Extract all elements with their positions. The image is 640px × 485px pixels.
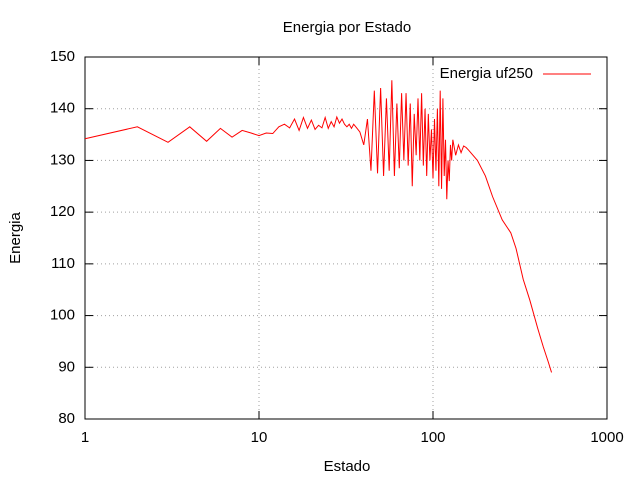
- y-tick-label: 140: [50, 100, 75, 117]
- x-tick-label: 100: [420, 429, 445, 446]
- chart-title: Energia por Estado: [283, 19, 411, 36]
- y-axis-label: Energia: [7, 211, 24, 263]
- y-tick-label: 80: [58, 410, 75, 427]
- x-tick-label: 1: [81, 429, 89, 446]
- x-tick-label: 1000: [590, 429, 623, 446]
- x-axis-label: Estado: [324, 458, 371, 475]
- plot-border: [84, 56, 608, 420]
- legend-label: Energia uf250: [440, 65, 533, 82]
- x-tick-label: 10: [251, 429, 268, 446]
- y-tick-label: 110: [51, 255, 75, 272]
- y-tick-label: 100: [50, 307, 75, 324]
- data-line: [84, 80, 553, 373]
- y-tick-label: 130: [50, 151, 75, 168]
- y-tick-label: 150: [50, 48, 75, 65]
- y-tick-label: 120: [50, 203, 75, 220]
- y-tick-label: 90: [58, 358, 75, 375]
